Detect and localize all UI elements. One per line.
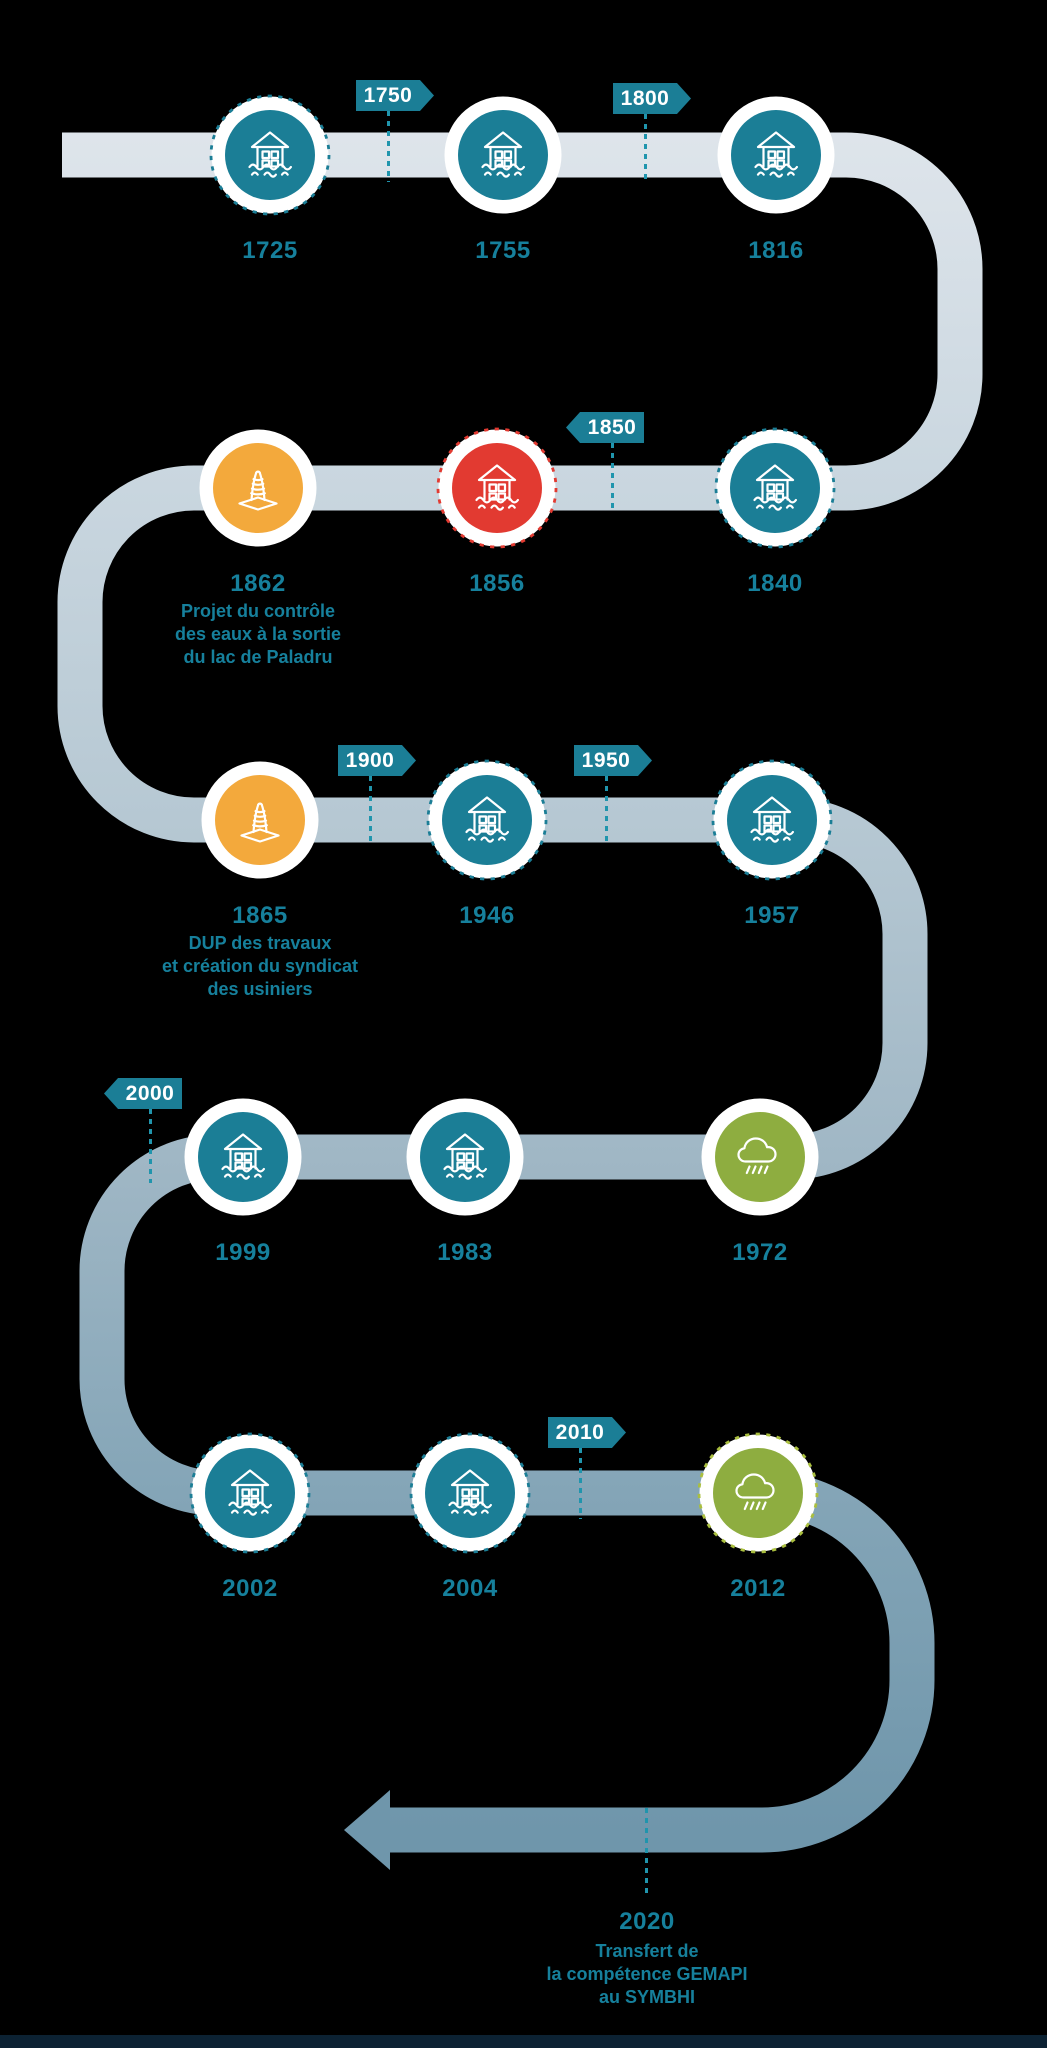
rain-cloud-icon [737,1137,777,1175]
flood-house-icon [448,1469,492,1516]
event-node-1755 [442,94,564,216]
flood-house-icon [753,464,797,511]
milestone-flag-1800: 1800 [613,83,691,114]
traffic-cone-icon [238,470,278,511]
milestone-connector-1950 [604,776,608,846]
event-node-1865 [199,759,321,881]
milestone-connector-1900 [368,776,372,846]
flood-house-icon [754,131,798,178]
event-node-1957 [711,759,833,881]
milestone-flag-1750: 1750 [356,80,434,111]
arrow-head-icon [344,1790,390,1870]
flood-house-icon [221,1133,265,1180]
event-year-1840: 1840 [747,570,803,597]
event-year-1983: 1983 [437,1239,493,1266]
event-year-1725: 1725 [242,237,298,264]
rain-cloud-icon [735,1473,775,1511]
milestone-connector-1850 [610,443,614,513]
event-description-1862: Projet du contrôle des eaux à la sortie … [174,601,342,667]
event-year-1816: 1816 [748,237,804,264]
event-year-1865: 1865 [232,902,288,929]
event-year-2004: 2004 [442,1575,498,1602]
milestone-flag-2010: 2010 [548,1417,626,1448]
event-node-1862 [197,427,319,549]
milestone-flag-1850: 1850 [566,412,644,443]
event-node-1972 [699,1096,821,1218]
event-node-1999 [182,1096,304,1218]
event-description-1865: DUP des travaux et création du syndicat … [161,933,359,999]
flood-house-icon [443,1133,487,1180]
event-node-1856 [436,427,558,549]
event-year-1755: 1755 [475,237,531,264]
event-year-1972: 1972 [732,1239,788,1266]
event-year-1862: 1862 [230,570,286,597]
end-note-description: Transfert de la compétence GEMAPI au SYM… [546,1941,748,2007]
ribbon-path [57,132,983,1853]
milestone-connector-2010 [578,1448,582,1519]
end-note-year: 2020 [619,1908,675,1935]
event-year-1946: 1946 [459,902,515,929]
bottom-edge-strip [0,2035,1047,2048]
milestone-connector-1750 [386,111,390,182]
event-year-2012: 2012 [730,1575,786,1602]
flood-house-icon [481,131,525,178]
event-node-2004 [409,1432,531,1554]
event-node-1725 [209,94,331,216]
event-node-1983 [404,1096,526,1218]
end-note-connector [645,1808,648,1896]
flood-house-icon [750,796,794,843]
milestone-flag-1900: 1900 [338,745,416,776]
flood-house-icon [228,1469,272,1516]
event-year-1999: 1999 [215,1239,271,1266]
event-node-2002 [189,1432,311,1554]
traffic-cone-icon [240,802,280,843]
event-node-1840 [714,427,836,549]
flood-house-icon [475,464,519,511]
flood-house-icon [248,131,292,178]
event-year-1957: 1957 [744,902,800,929]
milestone-connector-1800 [643,114,647,182]
event-node-1816 [715,94,837,216]
event-node-2012 [697,1432,819,1554]
end-note: 2020 Transfert de la compétence GEMAPI a… [512,1908,782,2009]
milestone-flag-2000: 2000 [104,1078,182,1109]
milestone-connector-2000 [148,1109,152,1183]
flood-house-icon [465,796,509,843]
milestone-flag-1950: 1950 [574,745,652,776]
event-year-2002: 2002 [222,1575,278,1602]
event-node-1946 [426,759,548,881]
event-year-1856: 1856 [469,570,525,597]
